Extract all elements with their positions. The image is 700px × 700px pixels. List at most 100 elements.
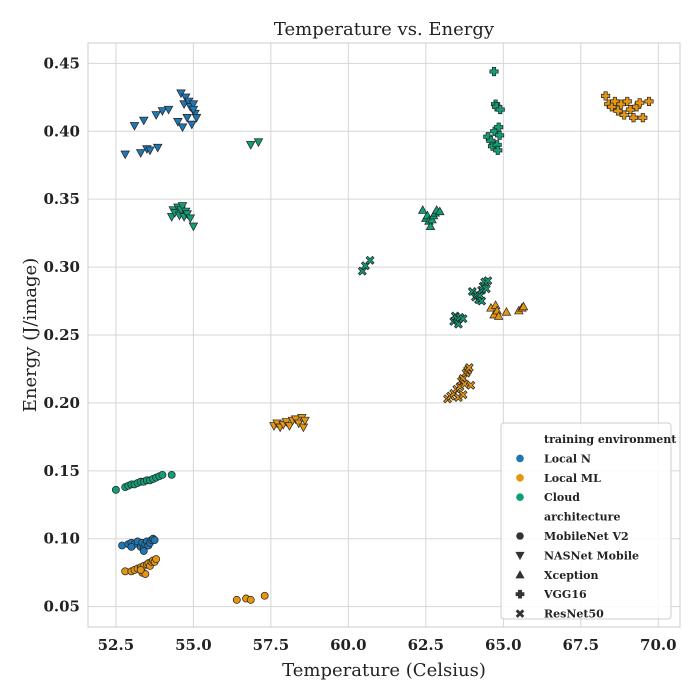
point-local-ml-xception [518, 301, 529, 311]
chart-title: Temperature vs. Energy [274, 19, 495, 40]
legend-marker-nasnet-mobile [515, 551, 525, 561]
point-local-n-mobilenet-v2 [139, 547, 148, 555]
point-local-n-nasnet-mobile [179, 100, 189, 110]
point-local-ml-resnet50 [466, 380, 476, 390]
point-local-n-nasnet-mobile [173, 118, 183, 127]
point-local-ml-resnet50 [464, 363, 474, 373]
point-local-n-nasnet-mobile [163, 105, 174, 115]
y-tick-label: 0.25 [43, 326, 80, 344]
point-local-n-nasnet-mobile [151, 111, 161, 120]
point-local-ml-mobilenet-v2 [260, 591, 269, 600]
point-cloud-resnet50 [481, 284, 491, 294]
legend-label-local-ml: Local ML [544, 472, 601, 485]
point-local-n-nasnet-mobile [187, 120, 197, 130]
tick-labels: 52.5 55.0 57.5 60.0 62.5 65.0 67.5 70.0 0.05 0.10… [43, 54, 676, 654]
point-local-ml-mobilenet-v2 [246, 595, 255, 604]
point-local-n-nasnet-mobile [157, 107, 168, 116]
x-tick-label: 52.5 [98, 636, 135, 654]
point-cloud-nasnet-mobile [253, 138, 264, 148]
y-tick-label: 0.45 [43, 54, 80, 72]
legend-swatch-local-n [516, 454, 524, 463]
point-cloud-vgg16 [495, 104, 505, 115]
point-local-n-nasnet-mobile [188, 105, 199, 115]
point-cloud-nasnet-mobile [177, 202, 188, 211]
point-cloud-vgg16 [493, 145, 503, 155]
x-tick-label: 70.0 [640, 636, 677, 654]
y-tick-label: 0.30 [43, 258, 80, 276]
point-cloud-resnet50 [477, 296, 487, 306]
point-local-n-nasnet-mobile [152, 143, 163, 153]
point-local-ml-resnet50 [458, 390, 468, 400]
legend-marker-vgg16 [515, 589, 525, 599]
point-local-n-nasnet-mobile [177, 123, 188, 133]
point-cloud-xception [434, 206, 445, 216]
point-local-ml-xception [493, 311, 504, 320]
y-tick-label: 0.10 [43, 530, 80, 548]
y-axis-label: Energy (J/image) [20, 258, 41, 412]
legend-marker-resnet50 [515, 609, 525, 618]
point-cloud-mobilenet-v2 [158, 470, 167, 479]
point-local-ml-mobilenet-v2 [152, 555, 161, 564]
point-local-n-nasnet-mobile [191, 113, 202, 123]
point-local-n-nasnet-mobile [120, 150, 130, 160]
x-tick-label: 62.5 [408, 636, 445, 654]
y-tick-label: 0.15 [43, 462, 80, 480]
point-local-ml-vgg16 [638, 113, 648, 123]
y-tick-label: 0.05 [43, 598, 80, 616]
data-points [111, 66, 654, 604]
legend-label-resnet50: ResNet50 [544, 608, 604, 621]
point-cloud-resnet50 [483, 276, 493, 286]
legend-label-cloud: Cloud [544, 491, 580, 504]
legend-swatch-local-ml [516, 474, 524, 482]
legend: training environment Local N Local ML Cloud… [500, 422, 677, 621]
point-local-n-nasnet-mobile [145, 146, 155, 156]
point-cloud-resnet50 [458, 314, 468, 324]
point-local-n-nasnet-mobile [129, 122, 140, 131]
legend-swatch-cloud [516, 493, 524, 502]
y-tick-label: 0.40 [43, 122, 80, 140]
point-local-n-mobilenet-v2 [150, 536, 159, 544]
x-tick-label: 57.5 [253, 636, 290, 654]
legend-marker-xception [515, 570, 525, 579]
legend-label-nasnet-mobile: NASNet Mobile [544, 549, 639, 562]
legend-label-xception: Xception [544, 569, 599, 582]
point-cloud-mobilenet-v2 [111, 485, 120, 494]
legend-title-environment: training environment [544, 433, 677, 446]
point-local-ml-nasnet-mobile [284, 422, 295, 431]
point-local-ml-vgg16 [644, 96, 654, 106]
y-tick-label: 0.20 [43, 394, 80, 412]
point-local-ml-nasnet-mobile [300, 416, 310, 426]
point-cloud-xception [417, 205, 428, 214]
point-cloud-vgg16 [495, 130, 505, 140]
x-axis-label: Temperature (Celsius) [282, 660, 486, 681]
legend-marker-mobilenet-v2 [516, 532, 524, 540]
point-local-n-nasnet-mobile [182, 113, 192, 123]
point-local-ml-vgg16 [635, 98, 645, 108]
point-local-n-nasnet-mobile [135, 149, 146, 158]
point-local-ml-vgg16 [628, 113, 639, 123]
plot-frame [87, 42, 681, 628]
point-local-n-nasnet-mobile [138, 116, 149, 126]
legend-label-mobilenet-v2: MobileNet V2 [544, 530, 629, 543]
point-local-n-mobilenet-v2 [127, 542, 136, 551]
point-local-n-nasnet-mobile [188, 100, 199, 110]
point-local-ml-mobilenet-v2 [232, 595, 241, 604]
y-tick-label: 0.35 [43, 190, 80, 208]
x-tick-label: 65.0 [485, 636, 522, 654]
legend-label-vgg16: VGG16 [543, 588, 587, 601]
point-cloud-nasnet-mobile [185, 214, 196, 224]
point-local-ml-mobilenet-v2 [136, 566, 145, 574]
legend-label-local-n: Local N [544, 452, 591, 465]
point-local-ml-xception [501, 306, 512, 316]
x-tick-label: 55.0 [175, 636, 212, 654]
point-cloud-vgg16 [489, 66, 499, 77]
x-tick-label: 67.5 [563, 636, 600, 654]
point-cloud-resnet50 [365, 255, 375, 265]
point-local-ml-nasnet-mobile [298, 423, 309, 433]
point-cloud-nasnet-mobile [188, 222, 199, 232]
x-tick-label: 60.0 [330, 636, 367, 654]
point-cloud-nasnet-mobile [245, 141, 256, 150]
legend-title-architecture: architecture [544, 511, 620, 524]
point-cloud-mobilenet-v2 [167, 470, 176, 479]
